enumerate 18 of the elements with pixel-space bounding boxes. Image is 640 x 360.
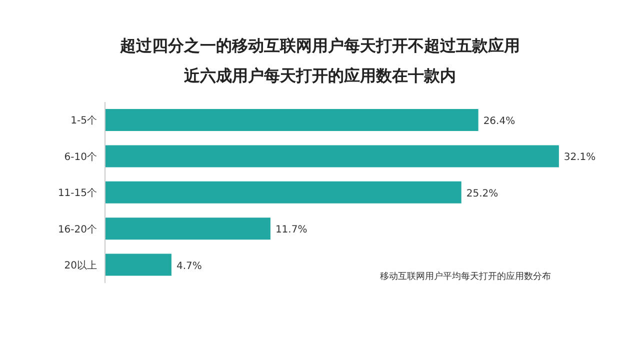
bar [105, 218, 270, 240]
chart-subtitle: 近六成用户每天打开的应用数在十款内 [183, 66, 457, 87]
bar [105, 181, 462, 204]
bar [105, 254, 172, 276]
y-tick-label: 1-5个 [70, 114, 97, 127]
data-label: 26.4% [483, 116, 516, 127]
y-tick-label: 11-15个 [58, 187, 97, 200]
y-tick-label: 16-20个 [58, 223, 97, 236]
data-label: 11.7% [275, 224, 308, 236]
data-label: 32.1% [564, 152, 596, 164]
bar [105, 109, 478, 131]
y-tick-label: 20以上 [64, 259, 97, 272]
bar [105, 145, 559, 168]
data-label: 25.2% [466, 188, 498, 200]
data-label: 4.7% [176, 260, 202, 272]
chart-title: 超过四分之一的移动互联网用户每天打开不超过五款应用 [119, 36, 521, 57]
y-tick-label: 6-10个 [64, 150, 97, 163]
annotation: 移动互联网用户平均每天打开的应用数分布 [380, 270, 551, 283]
